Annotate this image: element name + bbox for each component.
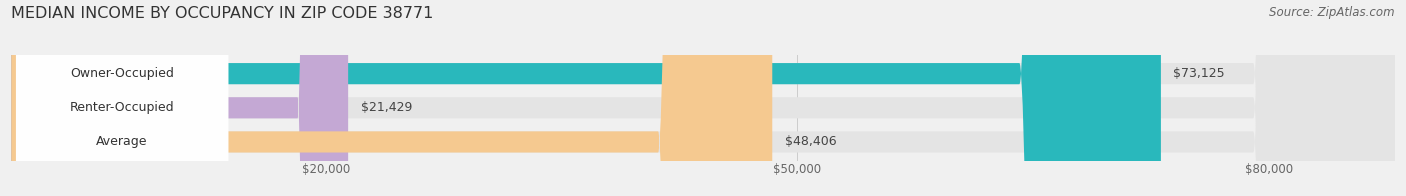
Text: Source: ZipAtlas.com: Source: ZipAtlas.com <box>1270 6 1395 19</box>
Text: $48,406: $48,406 <box>785 135 837 148</box>
Text: $21,429: $21,429 <box>361 101 412 114</box>
FancyBboxPatch shape <box>15 0 228 196</box>
FancyBboxPatch shape <box>11 0 1395 196</box>
Text: Average: Average <box>97 135 148 148</box>
Text: Owner-Occupied: Owner-Occupied <box>70 67 174 80</box>
FancyBboxPatch shape <box>11 0 1395 196</box>
FancyBboxPatch shape <box>15 0 228 196</box>
FancyBboxPatch shape <box>11 0 349 196</box>
FancyBboxPatch shape <box>15 0 228 196</box>
FancyBboxPatch shape <box>11 0 772 196</box>
FancyBboxPatch shape <box>11 0 1395 196</box>
Text: Renter-Occupied: Renter-Occupied <box>70 101 174 114</box>
Text: MEDIAN INCOME BY OCCUPANCY IN ZIP CODE 38771: MEDIAN INCOME BY OCCUPANCY IN ZIP CODE 3… <box>11 6 433 21</box>
FancyBboxPatch shape <box>11 0 1161 196</box>
Text: $73,125: $73,125 <box>1174 67 1225 80</box>
